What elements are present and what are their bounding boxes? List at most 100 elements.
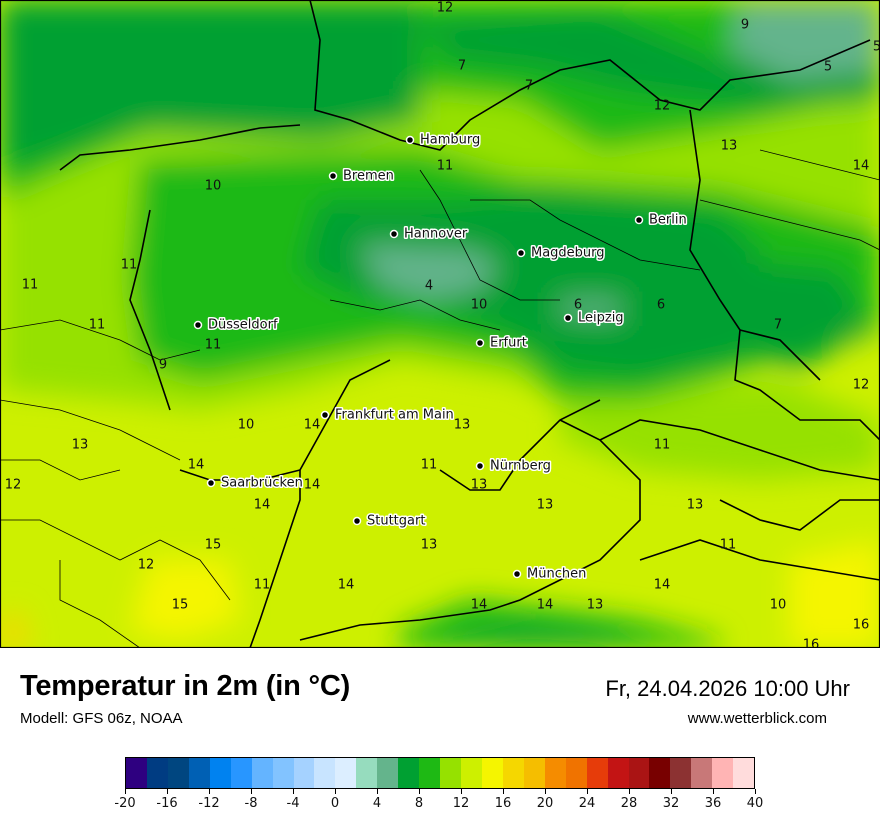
website-link[interactable]: www.wetterblick.com [687, 710, 827, 727]
isotherm-label: 15 [205, 538, 222, 553]
isotherm-label: 9 [741, 18, 749, 33]
isotherm-label: 14 [338, 578, 355, 593]
city-marker: Frankfurt am Main [320, 406, 455, 424]
city-marker: München [512, 565, 588, 583]
city-label: Hamburg [420, 133, 480, 148]
city-markers: Hamburg Bremen Hannover Berlin Magdeburg Leip… [193, 131, 688, 583]
colorbar-segment [398, 758, 420, 788]
isotherm-label: 12 [437, 1, 454, 16]
colorbar-segment [586, 758, 608, 788]
isotherm-label: 6 [574, 298, 582, 313]
city-dot-icon [328, 171, 338, 181]
colorbar-segment [146, 758, 168, 788]
colorbar-tick [209, 789, 210, 794]
city-label: Erfurt [490, 336, 527, 351]
city-label: Leipzig [578, 311, 624, 326]
isotherm-labels: 12 9 7 7 5 5 12 13 14 11 10 4 10 6 6 7 11 11 11 11 9 12 10 14 13… [5, 1, 880, 649]
colorbar-tick-label: 4 [372, 796, 382, 811]
colorbar-segment [251, 758, 273, 788]
city-label: Saarbrücken [221, 476, 303, 491]
city-marker: Erfurt [475, 334, 528, 352]
isotherm-label: 16 [853, 618, 870, 633]
temperature-colorbar [125, 757, 755, 789]
isotherm-label: 7 [774, 318, 782, 333]
isotherm-label: 11 [654, 438, 671, 453]
colorbar-segment [209, 758, 231, 788]
colorbar-tick-label: -8 [244, 796, 258, 811]
isotherm-label: 14 [188, 458, 205, 473]
isotherm-label: 13 [537, 498, 554, 513]
colorbar-tick [293, 789, 294, 794]
colorbar-segment [461, 758, 482, 788]
isotherm-label: 7 [525, 79, 533, 94]
colorbar-tick [125, 789, 126, 794]
colorbar-segment [523, 758, 545, 788]
city-label: Düsseldorf [208, 318, 278, 333]
colorbar-segment [565, 758, 587, 788]
colorbar-tick-label: 0 [330, 796, 340, 811]
isotherm-label: 11 [720, 538, 737, 553]
colorbar-segment [126, 758, 147, 788]
city-marker: Leipzig [563, 309, 625, 327]
isotherm-label: 15 [172, 598, 189, 613]
city-marker: Stuttgart [352, 512, 427, 530]
city-dot-icon [320, 410, 330, 420]
city-label: Magdeburg [531, 246, 605, 261]
colorbar-tick-label: -20 [114, 796, 136, 811]
isotherm-label: 11 [121, 258, 138, 273]
isotherm-label: 14 [254, 498, 271, 513]
isotherm-label: 11 [254, 578, 271, 593]
isotherm-label: 5 [824, 60, 832, 75]
colorbar-tick-label: 24 [578, 796, 596, 811]
colorbar-segment [314, 758, 336, 788]
city-label: München [527, 567, 586, 582]
city-dot-icon [193, 320, 203, 330]
colorbar-tick-label: 32 [662, 796, 680, 811]
colorbar-tick [671, 789, 672, 794]
colorbar-tick [587, 789, 588, 794]
isotherm-label: 14 [304, 478, 321, 493]
city-label: Stuttgart [367, 514, 425, 529]
colorbar-tick-label: 16 [494, 796, 512, 811]
isotherm-label: 13 [72, 438, 89, 453]
colorbar-segment [607, 758, 629, 788]
colorbar-ticks: -20 -16 -12 -8 -4 0 4 8 12 16 20 24 28 32 36 40 [114, 789, 763, 819]
colorbar-segment [167, 758, 189, 788]
colorbar-segment [230, 758, 252, 788]
colorbar-segment [293, 758, 315, 788]
isotherm-label: 12 [853, 378, 870, 393]
colorbar-segment [712, 758, 734, 788]
colorbar-segment [440, 758, 461, 788]
border-lines [59, 0, 880, 648]
colorbar-segment [628, 758, 650, 788]
colorbar-segment [335, 758, 357, 788]
colorbar-segment [188, 758, 210, 788]
isotherm-label: 14 [853, 159, 870, 174]
city-marker: Nürnberg [475, 457, 552, 475]
colorbar-tick-label: 8 [414, 796, 424, 811]
colorbar-tick [503, 789, 504, 794]
colorbar-segment [544, 758, 566, 788]
colorbar-segment [670, 758, 692, 788]
city-marker: Hannover [389, 225, 469, 243]
colorbar-tick-label: -4 [286, 796, 300, 811]
city-label: Frankfurt am Main [335, 408, 454, 423]
city-marker: Berlin [634, 211, 688, 229]
colorbar-tick-label: 36 [704, 796, 722, 811]
colorbar-segment [377, 758, 399, 788]
isotherm-label: 13 [721, 139, 738, 154]
isotherm-label: 13 [421, 538, 438, 553]
colorbar-tick [755, 789, 756, 794]
colorbar-tick [713, 789, 714, 794]
isotherm-label: 9 [159, 358, 167, 373]
colorbar-segment [481, 758, 503, 788]
isotherm-label: 4 [425, 279, 433, 294]
isotherm-label: 12 [654, 99, 671, 114]
colorbar-tick [545, 789, 546, 794]
thin-border-lines [0, 149, 880, 648]
city-dot-icon [475, 461, 485, 471]
isotherm-label: 5 [873, 40, 880, 55]
city-dot-icon [563, 313, 573, 323]
colorbar-segment [733, 758, 755, 788]
city-dot-icon [634, 215, 644, 225]
